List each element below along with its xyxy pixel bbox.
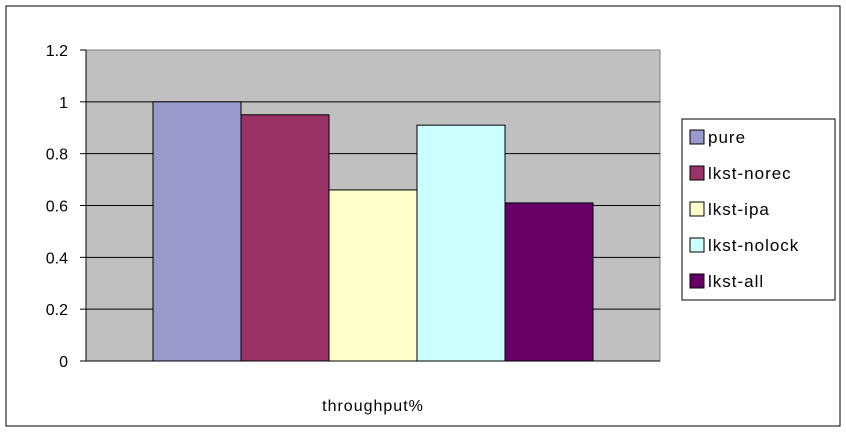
- legend-swatch: [689, 201, 705, 217]
- legend-swatch: [689, 165, 705, 181]
- category-label: throughput%: [322, 398, 424, 415]
- y-tick-label: 0.2: [46, 302, 68, 319]
- legend-label: lkst-nolock: [708, 236, 799, 255]
- y-tick-label: 1.2: [46, 43, 68, 60]
- legend-label: lkst-ipa: [708, 200, 770, 219]
- bar-pure: [152, 101, 242, 362]
- bar-lkst-all: [504, 202, 594, 362]
- y-tick-label: 0.4: [46, 250, 68, 267]
- legend: pure lkst-norec lkst-ipa lkst-nolock lkst-al…: [681, 118, 836, 301]
- bars: [152, 101, 594, 362]
- legend-swatch: [689, 237, 705, 253]
- y-tick-label: 1: [59, 95, 68, 112]
- y-axis: 0 0.2 0.4 0.6 0.8 1 1.2: [46, 43, 660, 371]
- legend-label: lkst-all: [708, 272, 764, 291]
- bar-lkst-ipa: [328, 189, 418, 362]
- y-tick-label: 0.6: [46, 199, 68, 216]
- y-tick-label: 0: [59, 354, 68, 371]
- legend-label: lkst-norec: [708, 164, 792, 183]
- bar-lkst-nolock: [416, 124, 506, 362]
- y-tick-label: 0.8: [46, 147, 68, 164]
- legend-swatch: [689, 273, 705, 289]
- bar-lkst-norec: [240, 114, 330, 362]
- legend-box: [681, 118, 836, 301]
- legend-label: pure: [708, 128, 746, 147]
- legend-swatch: [689, 129, 705, 145]
